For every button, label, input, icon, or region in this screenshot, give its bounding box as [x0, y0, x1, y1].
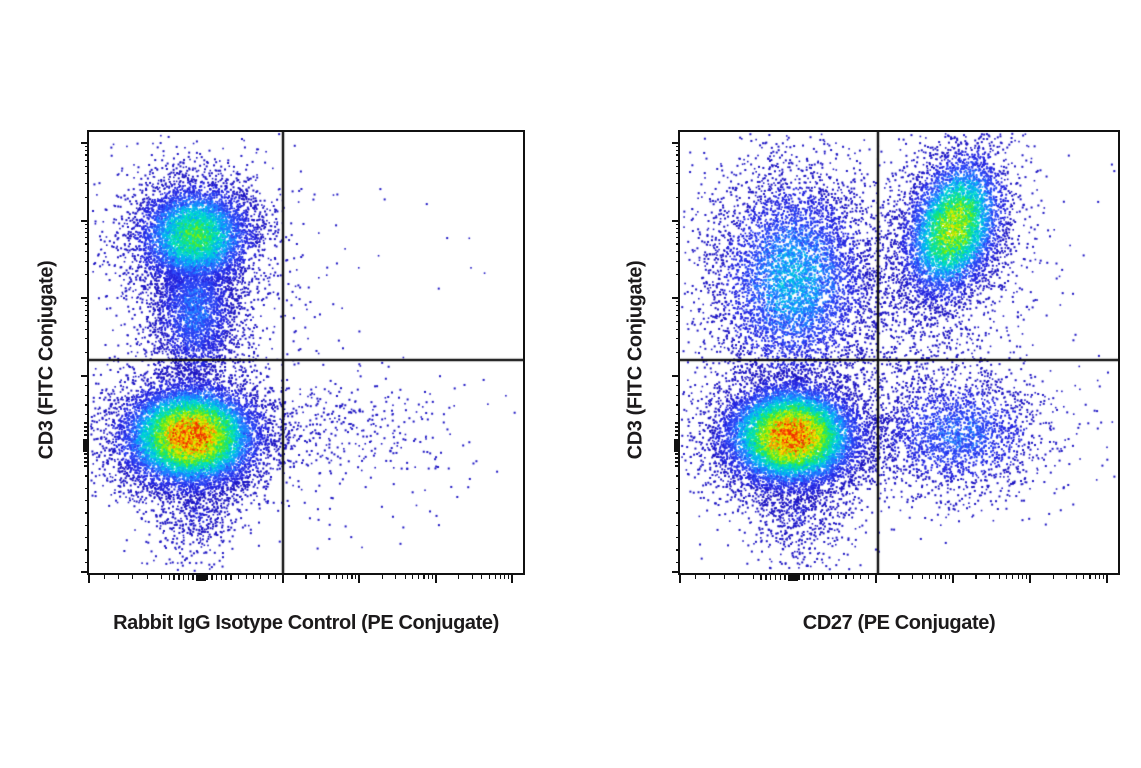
isotype-plot-canvas	[89, 132, 523, 573]
isotype-x-axis-label: Rabbit IgG Isotype Control (PE Conjugate…	[113, 612, 499, 634]
cd27-x-axis-ticks	[678, 573, 1116, 585]
cd27-plot-canvas	[680, 132, 1118, 573]
isotype-x-axis-ticks	[87, 573, 521, 585]
cd27-y-axis-label: CD3 (FITC Conjugate)	[624, 260, 647, 460]
cd27-y-axis-ticks	[668, 130, 680, 574]
isotype-y-axis-ticks	[77, 130, 89, 574]
dot-plot-isotype-control	[81, 130, 525, 583]
dot-plot-cd27	[672, 130, 1120, 583]
cd27-x-axis-label: CD27 (PE Conjugate)	[802, 612, 996, 634]
isotype-y-axis-label: CD3 (FITC Conjugate)	[35, 260, 58, 460]
